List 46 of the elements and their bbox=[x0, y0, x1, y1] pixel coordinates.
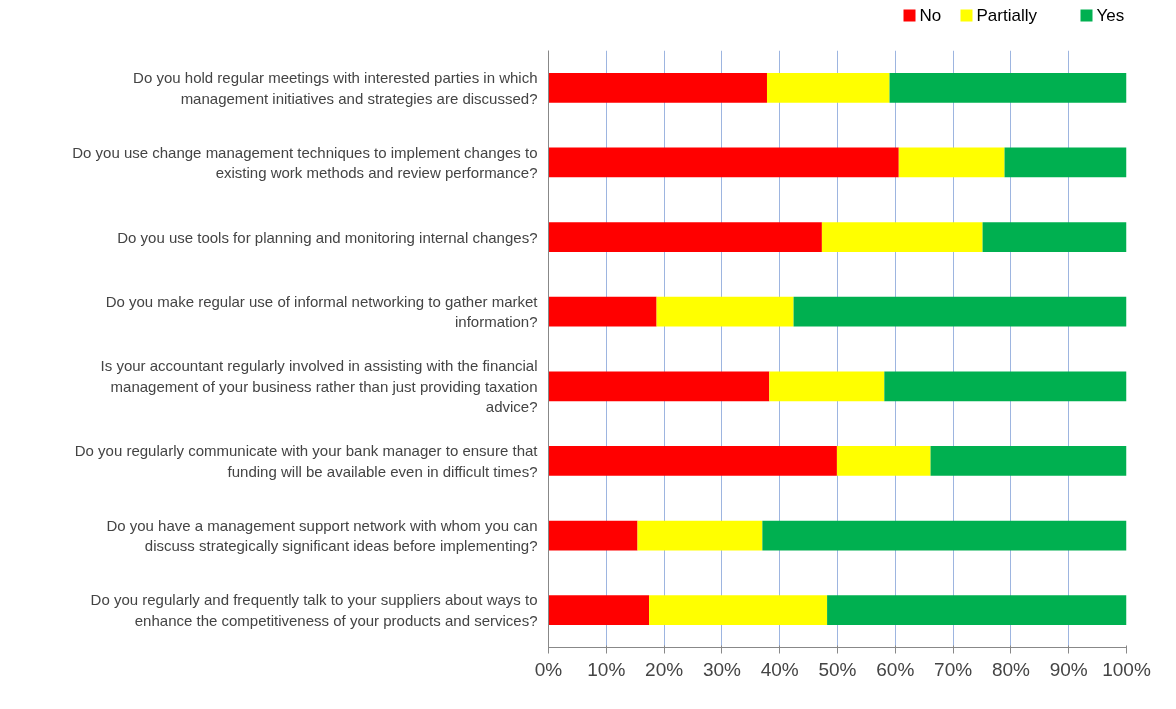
bar bbox=[656, 296, 794, 327]
bar bbox=[548, 72, 767, 103]
y-tick-label: Do you regularly and frequently talk to your suppliers about ways to enhance the competitiveness of your products and services? bbox=[90, 591, 538, 629]
bar bbox=[548, 147, 899, 178]
y-tick-label: Is your accountant regularly involved in assisting with the financial management of your business rather than just providing taxation advice? bbox=[100, 357, 538, 416]
legend-label: Yes bbox=[1096, 6, 1125, 25]
bar bbox=[548, 222, 822, 252]
x-tick-label: 70% bbox=[934, 658, 973, 680]
bar bbox=[930, 446, 1127, 476]
bar bbox=[1004, 147, 1127, 178]
x-tick-label: 40% bbox=[760, 658, 799, 680]
x-tick-label: 20% bbox=[645, 658, 684, 680]
bar bbox=[548, 446, 837, 476]
legend-label: Partially bbox=[976, 6, 1038, 25]
bar bbox=[827, 595, 1127, 626]
y-tick-label: Do you regularly communicate with your bank manager to ensure that funding will be available even in difficult times? bbox=[74, 442, 539, 480]
bar bbox=[637, 520, 763, 551]
y-tick-label: Do you make regular use of informal networking to gather market information? bbox=[105, 292, 539, 331]
x-tick-label: 90% bbox=[1049, 658, 1088, 680]
x-tick-label: 10% bbox=[587, 658, 626, 680]
y-tick-label: Do you hold regular meetings with interested parties in which management initiatives and strategies are discussed? bbox=[133, 69, 538, 107]
bar bbox=[982, 222, 1127, 252]
bar bbox=[762, 520, 1127, 551]
x-tick-label: 0% bbox=[534, 658, 563, 680]
x-tick-label: 60% bbox=[876, 658, 915, 680]
y-tick-label: Do you use tools for planning and monitoring internal changes? bbox=[117, 228, 538, 246]
y-tick-label: Do you have a management support network with whom you can discuss strategically significant ideas before implementing? bbox=[106, 516, 538, 555]
y-tick-label: Do you use change management techniques to implement changes to existing work methods and review performance? bbox=[72, 143, 538, 182]
bar bbox=[766, 72, 890, 103]
legend-label: No bbox=[919, 6, 942, 25]
bar bbox=[898, 147, 1005, 178]
bar bbox=[769, 371, 885, 402]
bar bbox=[793, 296, 1127, 327]
bar bbox=[889, 72, 1127, 103]
bar bbox=[884, 371, 1127, 402]
x-tick-label: 50% bbox=[818, 658, 857, 680]
x-tick-label: 80% bbox=[991, 658, 1031, 680]
x-tick-label: 100% bbox=[1102, 658, 1151, 680]
bar bbox=[548, 520, 638, 551]
bar bbox=[821, 222, 983, 252]
bar bbox=[836, 446, 931, 476]
x-tick-label: 30% bbox=[702, 658, 742, 680]
bar bbox=[548, 595, 650, 626]
bar bbox=[649, 595, 828, 626]
bar bbox=[548, 296, 657, 327]
bar bbox=[548, 371, 770, 402]
